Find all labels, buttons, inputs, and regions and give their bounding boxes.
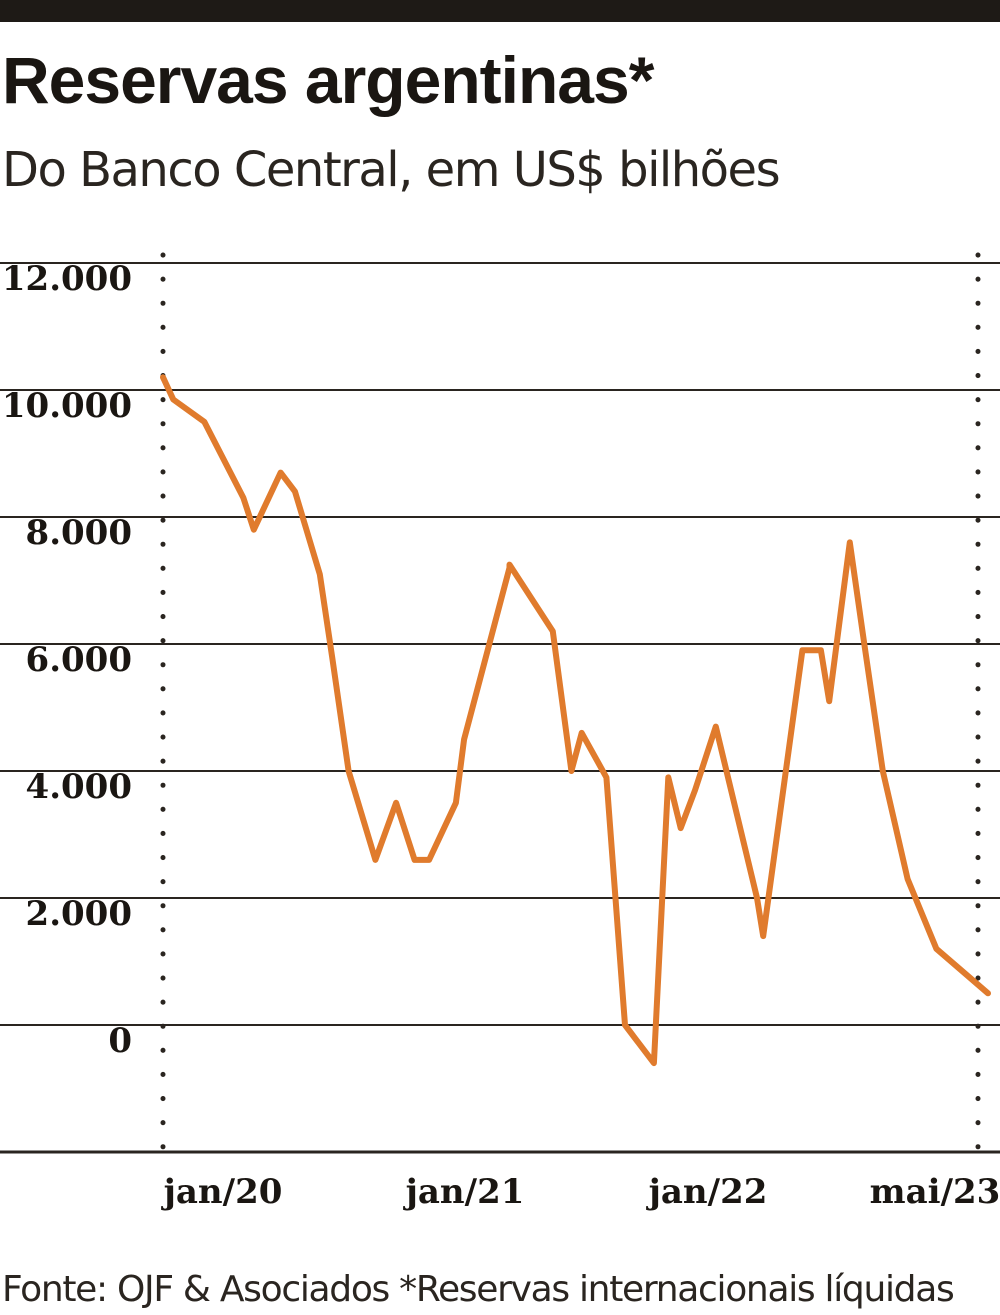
y-tick-label: 12.000 xyxy=(2,259,132,299)
series-layer xyxy=(160,374,991,1067)
source-note: Fonte: OJF & Asociados *Reservas interna… xyxy=(2,1269,955,1310)
y-tick-label: 8.000 xyxy=(26,513,132,553)
y-tick-label: 2.000 xyxy=(26,894,132,934)
x-tick-label: jan/22 xyxy=(646,1172,768,1212)
chart-title: Reservas argentinas* xyxy=(2,43,654,117)
y-tick-label: 0 xyxy=(108,1021,132,1061)
top-rule xyxy=(0,0,1000,22)
dotted-guides xyxy=(160,252,981,1151)
y-axis-labels: 12.000 10.000 8.000 6.000 4.000 2.000 0 xyxy=(2,259,132,1061)
y-tick-label: 10.000 xyxy=(2,386,132,426)
line-chart: 12.000 10.000 8.000 6.000 4.000 2.000 0 jan/20… xyxy=(0,252,1000,1212)
series-line xyxy=(160,374,991,1067)
y-tick-label: 6.000 xyxy=(26,640,132,680)
x-tick-label: jan/21 xyxy=(403,1172,525,1212)
x-tick-label: mai/23 xyxy=(870,1172,1000,1212)
grid-lines xyxy=(0,262,1000,1154)
x-axis-labels: jan/20 jan/21 jan/22 mai/23 xyxy=(161,1172,1000,1212)
chart-subtitle: Do Banco Central, em US$ bilhões xyxy=(2,142,781,198)
x-tick-label: jan/20 xyxy=(161,1172,283,1212)
y-tick-label: 4.000 xyxy=(26,767,132,807)
